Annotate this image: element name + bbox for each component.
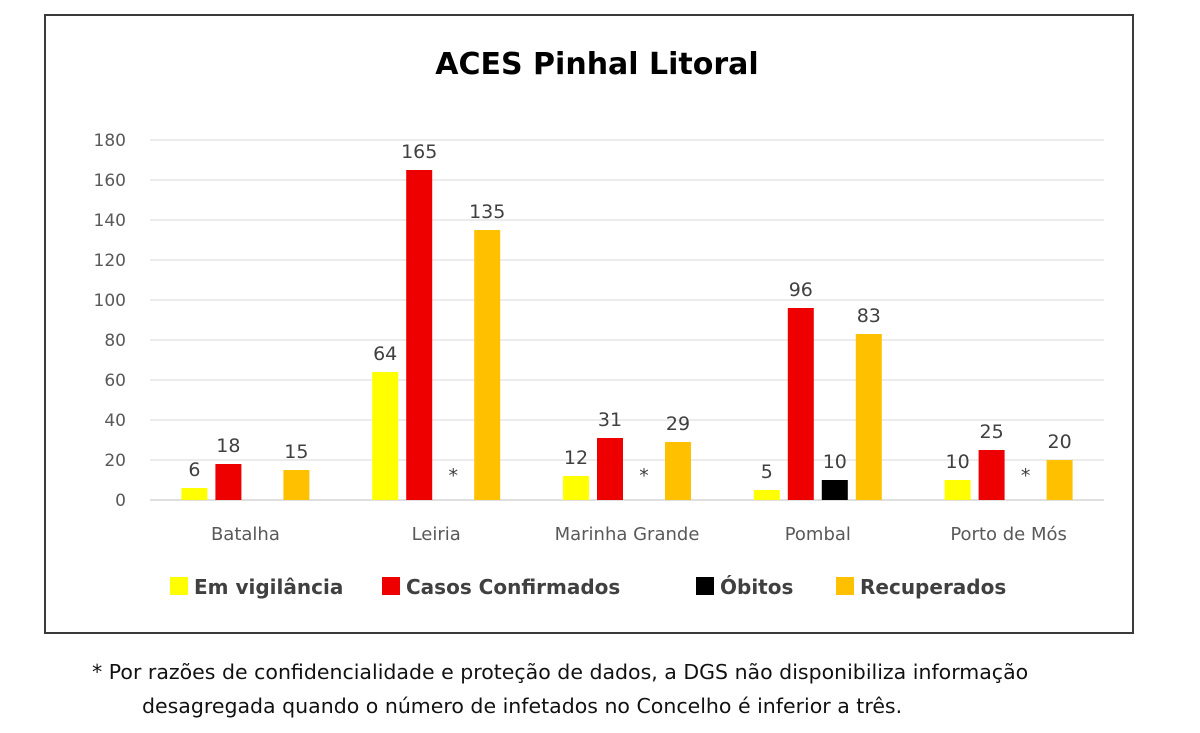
data-label: 10	[823, 451, 847, 473]
x-tick-label: Batalha	[211, 524, 280, 545]
bar-pombal-casos-confirmados	[787, 308, 814, 500]
legend-label-em-vigilancia: Em vigilância	[194, 575, 343, 599]
suppressed-marker: *	[448, 465, 458, 487]
bar-leiria-recuperados	[474, 230, 501, 500]
data-label: 165	[401, 141, 437, 163]
chart-title: ACES Pinhal Litoral	[435, 47, 758, 82]
suppressed-marker: *	[1021, 465, 1031, 487]
chart-frame: ACES Pinhal Litoral 0 20 40 60 80 100 120 140 160…	[44, 14, 1134, 634]
footnote-line-1: * Por razões de confidencialidade e prot…	[92, 660, 1029, 684]
y-tick-label: 180	[94, 131, 126, 151]
x-tick-label: Leiria	[412, 524, 461, 545]
data-label: 83	[857, 305, 881, 327]
suppressed-marker: *	[639, 465, 649, 487]
data-label: 25	[980, 421, 1004, 443]
y-tick-label: 80	[104, 331, 126, 351]
y-tick-label: 140	[94, 211, 126, 231]
y-tick-label: 40	[104, 411, 126, 431]
data-label: 29	[666, 413, 690, 435]
bar-batalha-em-vigilancia	[181, 488, 208, 500]
data-label: 10	[946, 451, 970, 473]
bar-porto-de-mos-em-vigilancia	[944, 480, 971, 500]
y-tick-label: 120	[94, 251, 126, 271]
y-tick-label: 100	[94, 291, 126, 311]
data-label: 135	[469, 201, 505, 223]
bar-pombal-obitos	[821, 480, 848, 500]
bar-chart: ACES Pinhal Litoral 0 20 40 60 80 100 120 140 160…	[94, 47, 1104, 599]
x-tick-label: Marinha Grande	[555, 524, 700, 545]
bar-marinha-grande-em-vigilancia	[563, 476, 589, 500]
y-tick-label: 160	[94, 171, 126, 191]
data-label: 31	[598, 409, 622, 431]
y-tick-label: 60	[104, 371, 126, 391]
legend-label-casos-confirmados: Casos Confirmados	[406, 575, 620, 599]
legend-swatch-em-vigilancia	[170, 577, 188, 595]
bar-batalha-recuperados	[283, 470, 310, 500]
data-label: 18	[216, 435, 240, 457]
bar-leiria-em-vigilancia	[372, 372, 399, 500]
y-tick-label: 0	[115, 491, 126, 511]
data-label: 5	[761, 461, 773, 483]
data-label: 64	[373, 343, 397, 365]
bar-marinha-grande-recuperados	[665, 442, 691, 500]
bar-leiria-casos-confirmados	[406, 170, 433, 500]
legend-label-obitos: Óbitos	[720, 575, 793, 599]
data-label: 15	[284, 441, 308, 463]
y-tick-label: 20	[104, 451, 126, 471]
data-label: 20	[1048, 431, 1072, 453]
legend-swatch-recuperados	[836, 577, 854, 595]
footnote-line-2: desagregada quando o número de infetados…	[142, 694, 903, 718]
bar-pombal-em-vigilancia	[753, 490, 780, 500]
bar-batalha-casos-confirmados	[215, 464, 242, 500]
bar-pombal-recuperados	[855, 334, 882, 500]
legend-swatch-casos-confirmados	[382, 577, 400, 595]
legend-label-recuperados: Recuperados	[860, 575, 1006, 599]
data-label: 96	[789, 279, 813, 301]
legend-swatch-obitos	[696, 577, 714, 595]
x-tick-label: Porto de Mós	[950, 524, 1067, 545]
bar-porto-de-mos-casos-confirmados	[978, 450, 1005, 500]
data-label: 12	[564, 447, 588, 469]
data-label: 6	[188, 459, 200, 481]
bar-porto-de-mos-recuperados	[1046, 460, 1073, 500]
bar-marinha-grande-casos-confirmados	[597, 438, 623, 500]
x-tick-label: Pombal	[785, 524, 851, 545]
